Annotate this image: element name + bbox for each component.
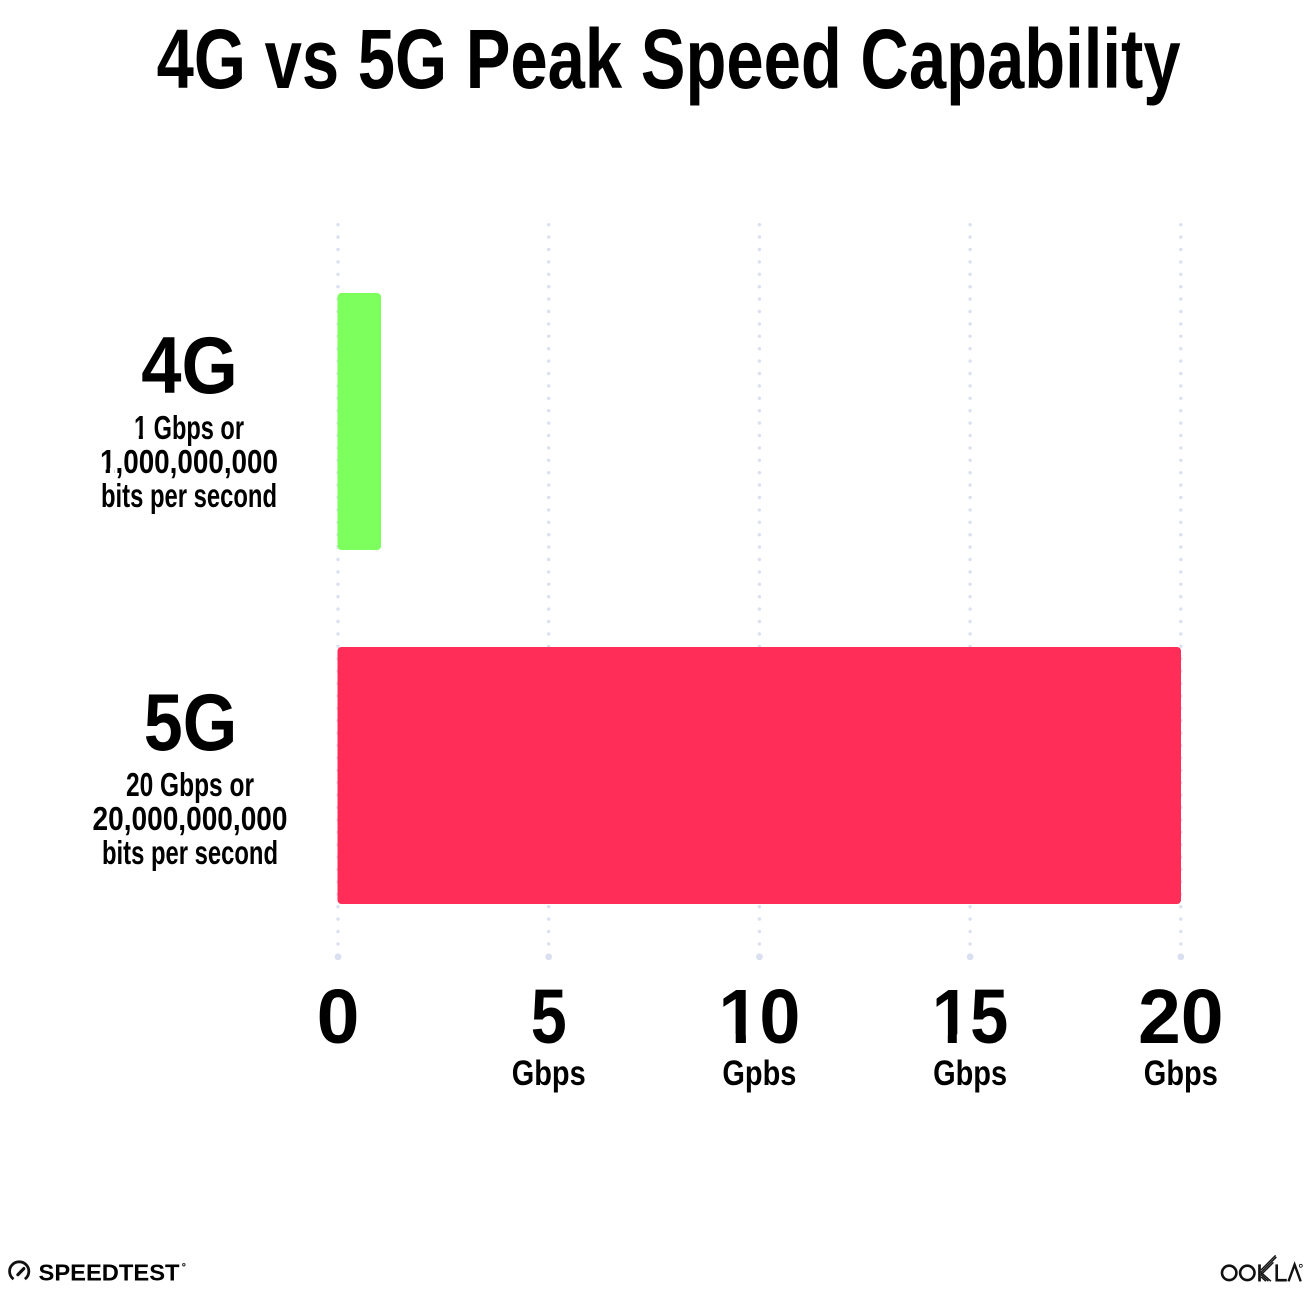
svg-text:20: 20 [1138,974,1224,1060]
svg-text:15: 15 [932,974,1008,1060]
svg-text:0: 0 [317,974,360,1060]
svg-text:20,000,000,000: 20,000,000,000 [93,801,288,838]
svg-text:1,000,000,000: 1,000,000,000 [100,444,278,481]
svg-text:4G: 4G [141,321,238,411]
svg-text:SPEEDTEST: SPEEDTEST [39,1260,181,1286]
svg-text:Gbps: Gbps [1144,1054,1218,1093]
svg-text:1 Gbps or: 1 Gbps or [134,410,244,447]
svg-text:4G vs 5G Peak Speed Capability: 4G vs 5G Peak Speed Capability [157,12,1181,106]
svg-text:Gbps: Gbps [512,1054,586,1093]
svg-text:Gpbs: Gpbs [722,1054,796,1093]
svg-text:5G: 5G [144,678,238,768]
svg-text:Gbps: Gbps [933,1054,1007,1093]
svg-text:bits per second: bits per second [102,835,278,872]
svg-text:10: 10 [718,974,800,1060]
svg-text:5: 5 [531,974,567,1060]
svg-text:20 Gbps or: 20 Gbps or [126,767,254,804]
svg-text:bits per second: bits per second [101,478,277,515]
